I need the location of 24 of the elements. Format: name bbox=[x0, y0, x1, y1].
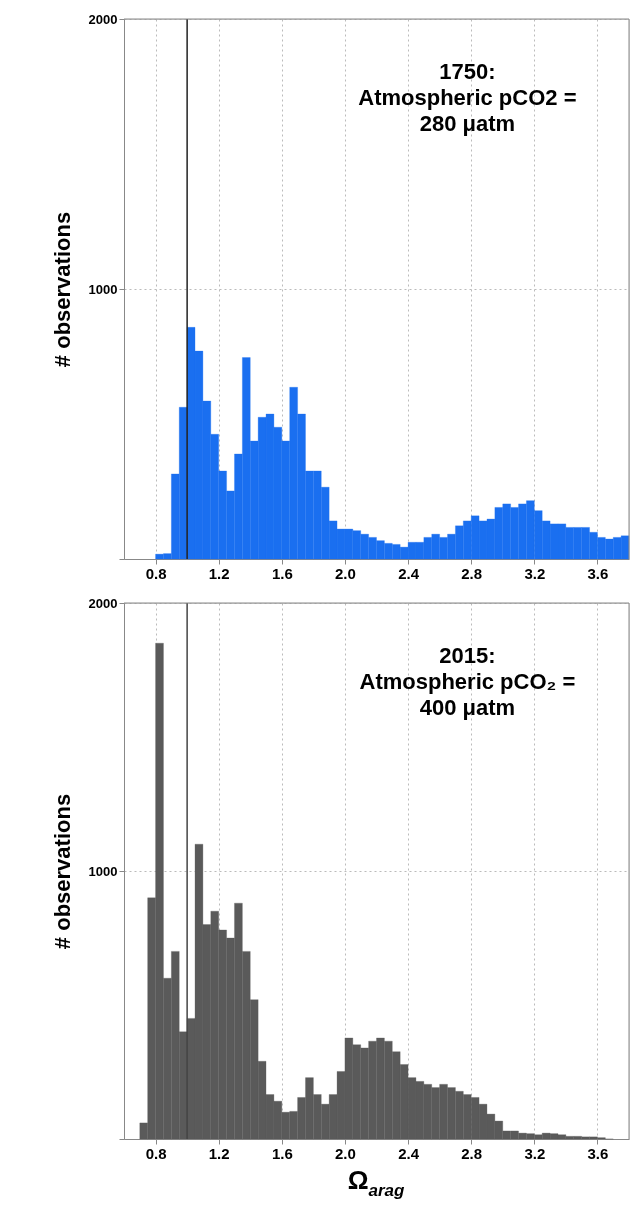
y-axis-title: # observations bbox=[49, 211, 75, 368]
x-tick-label: 3.6 bbox=[587, 1144, 609, 1162]
annotation: 1750: Atmospheric pCO2 = 280 μatm bbox=[358, 59, 577, 137]
x-tick-label: 2.8 bbox=[461, 564, 483, 582]
x-tick-label: 0.8 bbox=[145, 1144, 167, 1162]
x-tick-label: 3.2 bbox=[524, 564, 546, 582]
x-tick-label: 2.0 bbox=[335, 564, 356, 582]
x-tick-label: 3.2 bbox=[524, 1144, 546, 1162]
y-tick-label: 2000 bbox=[88, 595, 118, 611]
y-tick-label: 2000 bbox=[88, 11, 118, 27]
x-tick-label: 1.6 bbox=[271, 564, 293, 582]
x-tick-label: 2.8 bbox=[461, 1144, 483, 1162]
x-tick-label: 2.4 bbox=[398, 1144, 420, 1162]
x-tick-label: 2.0 bbox=[335, 1144, 356, 1162]
annotation: 2015: Atmospheric pCO₂ = 400 μatm bbox=[359, 642, 576, 720]
x-tick-label: 2.4 bbox=[398, 564, 420, 582]
x-tick-label: 1.2 bbox=[208, 1144, 230, 1162]
x-tick-label: 1.6 bbox=[271, 1144, 293, 1162]
y-axis-title: # observations bbox=[49, 793, 75, 950]
y-tick-label: 1000 bbox=[88, 863, 118, 879]
x-tick-label: 3.6 bbox=[587, 564, 609, 582]
x-tick-label: 0.8 bbox=[145, 564, 167, 582]
y-tick-label: 1000 bbox=[88, 281, 118, 297]
x-tick-label: 1.2 bbox=[208, 564, 230, 582]
